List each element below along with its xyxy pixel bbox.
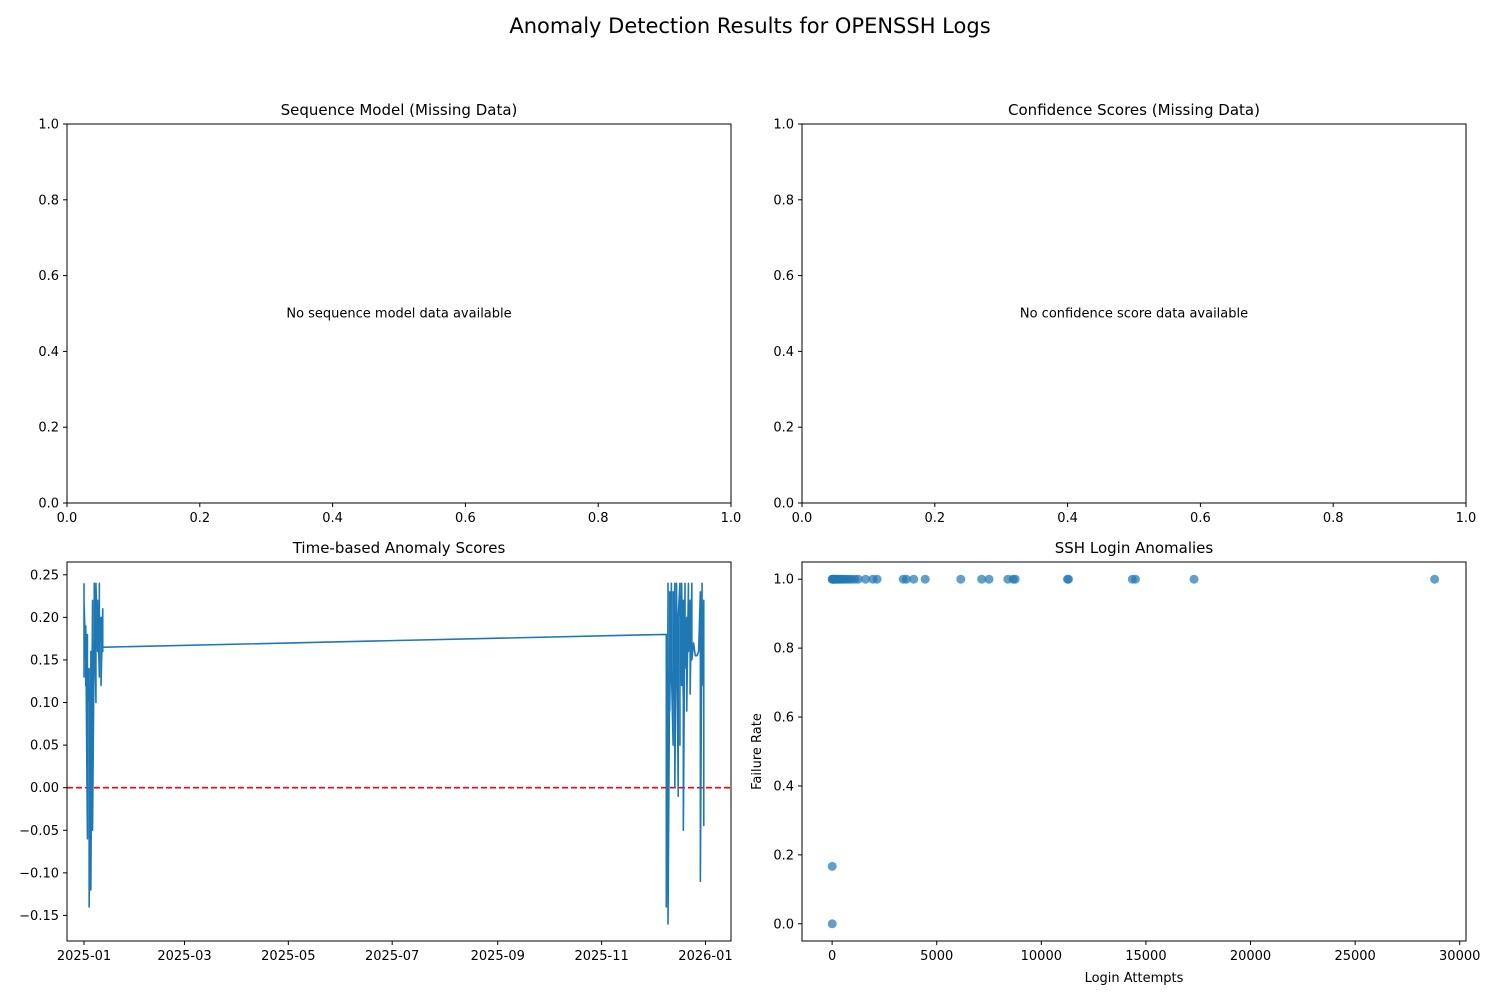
x-tick-label: 0.0	[57, 511, 78, 526]
x-tick-label: 2025-01	[57, 949, 111, 964]
confidence-scores-panel: Confidence Scores (Missing Data) 0.0 0.2 0…	[773, 101, 1476, 526]
x-tick-label: 2025-07	[365, 949, 419, 964]
sequence-model-axes-frame	[66, 123, 732, 504]
y-tick-label: −0.10	[19, 866, 59, 881]
scatter-point	[827, 861, 837, 871]
scatter-point	[861, 574, 871, 584]
y-tick-label: 0.0	[773, 497, 794, 512]
x-tick-label: 0.2	[924, 511, 945, 526]
ssh-login-title: SSH Login Anomalies	[1055, 539, 1214, 557]
x-tick-label: 2025-05	[261, 949, 315, 964]
scatter-point	[984, 574, 994, 584]
y-tick-label: 0.2	[773, 421, 794, 436]
x-tick-label: 25000	[1334, 949, 1375, 964]
ssh-login-x-axis-label: Login Attempts	[1085, 971, 1184, 986]
y-tick-label: 0.8	[773, 642, 794, 657]
x-tick-label: 30000	[1439, 949, 1480, 964]
x-tick-label: 0.4	[322, 511, 343, 526]
x-tick-label: 0.8	[1323, 511, 1344, 526]
confidence-scores-title: Confidence Scores (Missing Data)	[1008, 101, 1260, 119]
anomaly-score-line	[83, 582, 705, 925]
sequence-model-message: No sequence model data available	[286, 307, 511, 322]
y-tick-label: 1.0	[773, 573, 794, 588]
x-tick-label: 20000	[1230, 949, 1271, 964]
scatter-point	[853, 574, 863, 584]
y-tick-label: 0.2	[773, 848, 794, 863]
ssh-login-y-axis-label: Failure Rate	[750, 713, 765, 790]
y-tick-label: 0.20	[30, 611, 59, 626]
sequence-model-panel: Sequence Model (Missing Data) 0.0 0.2 0.4 0…	[38, 101, 741, 526]
y-tick-label: 0.10	[30, 696, 59, 711]
scatter-point	[909, 574, 919, 584]
y-tick-label: 0.6	[38, 269, 59, 284]
x-tick-label: 0.6	[1190, 511, 1211, 526]
scatter-point	[1010, 574, 1020, 584]
x-tick-label: 1.0	[1456, 511, 1477, 526]
confidence-scores-message: No confidence score data available	[1020, 307, 1248, 322]
confidence-scores-axes-frame	[801, 123, 1467, 504]
scatter-point	[1130, 574, 1140, 584]
scatter-point	[901, 574, 911, 584]
sequence-model-title: Sequence Model (Missing Data)	[281, 101, 518, 119]
y-tick-label: 1.0	[773, 118, 794, 133]
x-tick-label: 2025-11	[574, 949, 628, 964]
time-anomaly-panel: Time-based Anomaly Scores 2025-01 2025-03…	[19, 539, 732, 964]
scatter-point	[827, 919, 837, 929]
x-tick-label: 5000	[920, 949, 953, 964]
y-tick-label: 0.4	[38, 345, 59, 360]
y-tick-label: 0.8	[773, 193, 794, 208]
ssh-login-axes-frame	[801, 561, 1467, 942]
y-tick-label: 0.2	[38, 421, 59, 436]
x-tick-label: 0.0	[792, 511, 813, 526]
y-tick-label: 0.6	[773, 269, 794, 284]
time-anomaly-axes-frame	[66, 561, 732, 942]
x-tick-label: 10000	[1021, 949, 1062, 964]
time-anomaly-title: Time-based Anomaly Scores	[292, 539, 506, 557]
y-tick-label: 0.15	[30, 653, 59, 668]
x-tick-label: 2025-09	[471, 949, 525, 964]
scatter-point	[872, 574, 882, 584]
x-tick-label: 0.2	[189, 511, 210, 526]
y-tick-label: 0.0	[38, 497, 59, 512]
y-tick-label: 0.6	[773, 711, 794, 726]
x-tick-label: 0.6	[455, 511, 476, 526]
scatter-point	[1430, 574, 1440, 584]
x-tick-label: 2026-01	[678, 949, 732, 964]
y-tick-label: 0.00	[30, 781, 59, 796]
x-tick-label: 2025-03	[157, 949, 211, 964]
y-tick-label: 0.0	[773, 917, 794, 932]
scatter-point	[977, 574, 987, 584]
scatter-point	[920, 574, 930, 584]
y-tick-label: −0.05	[19, 824, 59, 839]
x-tick-label: 15000	[1125, 949, 1166, 964]
scatter-point	[956, 574, 966, 584]
x-tick-label: 0.4	[1057, 511, 1078, 526]
y-tick-label: 0.4	[773, 779, 794, 794]
y-tick-label: 0.4	[773, 345, 794, 360]
x-tick-label: 0	[828, 949, 836, 964]
y-tick-label: −0.15	[19, 909, 59, 924]
scatter-point	[1064, 574, 1074, 584]
y-tick-label: 0.8	[38, 193, 59, 208]
figure-title: Anomaly Detection Results for OPENSSH Lo…	[509, 14, 991, 38]
x-tick-label: 1.0	[721, 511, 742, 526]
y-tick-label: 1.0	[38, 118, 59, 133]
scatter-point	[1189, 574, 1199, 584]
y-tick-label: 0.25	[30, 568, 59, 583]
ssh-login-panel: SSH Login Anomalies 0 5000 10000 15000 20000…	[750, 539, 1480, 986]
y-tick-label: 0.05	[30, 739, 59, 754]
x-tick-label: 0.8	[588, 511, 609, 526]
